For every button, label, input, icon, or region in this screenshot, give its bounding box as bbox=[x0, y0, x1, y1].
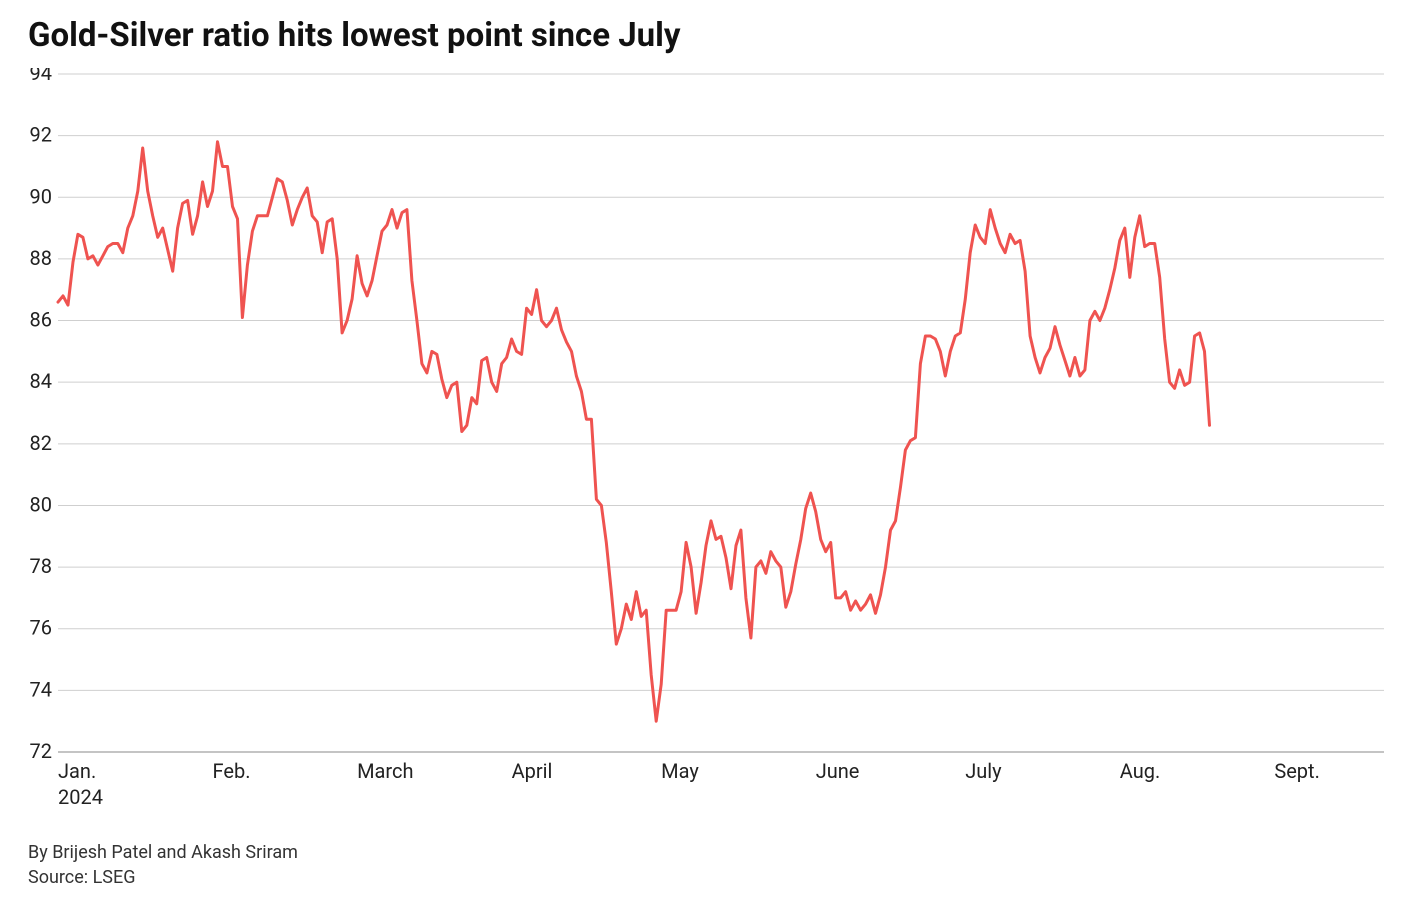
chart-title: Gold-Silver ratio hits lowest point sinc… bbox=[28, 18, 1392, 54]
svg-text:88: 88 bbox=[30, 246, 52, 270]
svg-text:76: 76 bbox=[30, 616, 52, 640]
svg-text:92: 92 bbox=[30, 123, 52, 147]
svg-text:April: April bbox=[512, 759, 553, 783]
chart-area: 72 74 76 78 80 82 84 86 88 90 92 94 Jan.2024 Feb. Marc… bbox=[28, 68, 1392, 816]
svg-text:94: 94 bbox=[30, 68, 52, 85]
svg-text:2024: 2024 bbox=[58, 785, 103, 809]
svg-text:80: 80 bbox=[30, 493, 52, 517]
byline-text: By Brijesh Patel and Akash Sriram bbox=[28, 842, 1392, 863]
source-text: Source: LSEG bbox=[28, 867, 1392, 888]
svg-text:May: May bbox=[661, 759, 699, 783]
svg-text:June: June bbox=[816, 759, 860, 783]
svg-text:84: 84 bbox=[30, 369, 52, 393]
svg-text:74: 74 bbox=[30, 678, 52, 702]
svg-text:90: 90 bbox=[30, 185, 52, 209]
svg-text:Sept.: Sept. bbox=[1274, 759, 1320, 783]
svg-text:July: July bbox=[965, 759, 1002, 783]
svg-text:Feb.: Feb. bbox=[213, 759, 251, 783]
gold-silver-ratio-line bbox=[58, 142, 1210, 721]
svg-text:72: 72 bbox=[30, 739, 52, 763]
svg-text:Jan.: Jan. bbox=[58, 759, 96, 783]
svg-text:March: March bbox=[357, 759, 413, 783]
svg-text:Aug.: Aug. bbox=[1120, 759, 1160, 783]
svg-text:82: 82 bbox=[30, 431, 52, 455]
svg-text:86: 86 bbox=[30, 308, 52, 332]
svg-text:78: 78 bbox=[30, 554, 52, 578]
line-chart-svg: 72 74 76 78 80 82 84 86 88 90 92 94 Jan.2024 Feb. Marc… bbox=[28, 68, 1392, 816]
